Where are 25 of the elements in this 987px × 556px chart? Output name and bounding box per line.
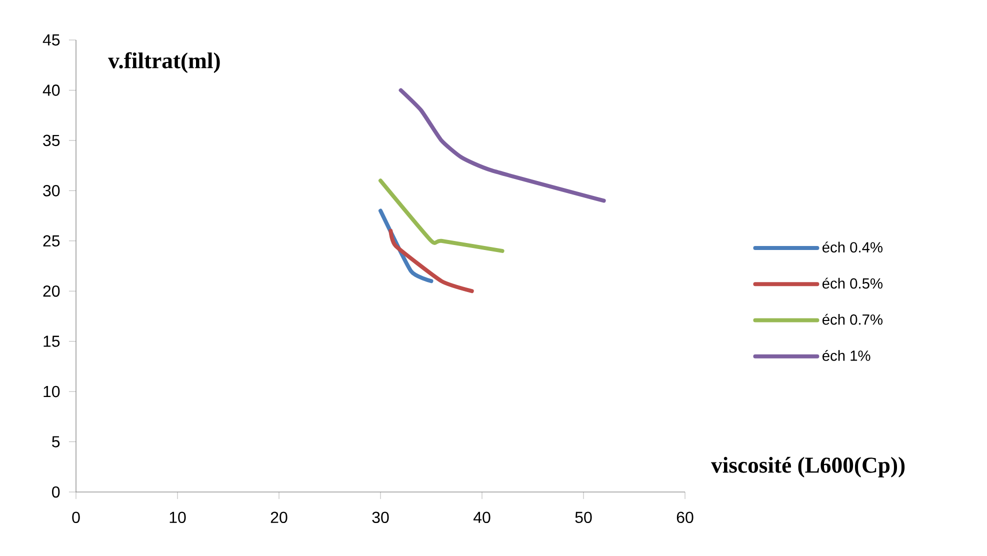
y-axis-title: v.filtrat(ml)	[108, 52, 220, 73]
y-tick-label: 30	[43, 185, 60, 196]
y-tick-label: 5	[52, 436, 60, 448]
x-tick-label: 20	[270, 512, 288, 524]
y-tick-label: 40	[42, 84, 60, 96]
line-series	[398, 88, 606, 203]
line-series	[388, 228, 474, 294]
y-tick-label: 35	[43, 134, 60, 146]
x-tick-label: 40	[473, 512, 490, 524]
legend-label: éch 0.7%	[822, 314, 882, 325]
y-tick-label: 25	[43, 235, 60, 247]
y-tick-label: 15	[44, 336, 60, 347]
y-tick-label: 45	[42, 34, 60, 46]
x-tick-label: 30	[372, 512, 389, 524]
y-tick-label: 0	[52, 486, 60, 498]
x-tick-label: 10	[170, 512, 186, 524]
x-tick-label: 50	[575, 512, 592, 524]
x-tick-label: 60	[676, 512, 694, 524]
legend-label: éch 0.5%	[822, 278, 882, 289]
legend-label: éch 0.4%	[822, 242, 882, 253]
legend-label: éch 1%	[822, 350, 870, 361]
x-tick-label: 0	[72, 512, 80, 524]
y-tick-label: 20	[43, 285, 60, 297]
y-tick-label: 10	[44, 386, 60, 398]
x-axis-title: viscosité (L600(Cp))	[711, 456, 905, 478]
